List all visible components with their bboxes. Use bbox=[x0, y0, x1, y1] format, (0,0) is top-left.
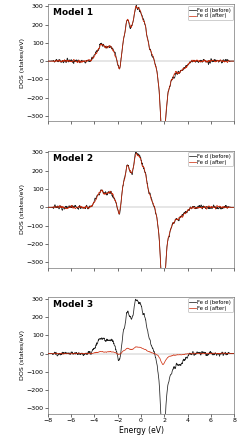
Fe d (after) bbox=[78, 58, 81, 64]
Fe d (after) bbox=[162, 294, 165, 299]
Fe d (after) bbox=[46, 205, 49, 210]
Fe d (after) bbox=[71, 351, 74, 356]
Fe d (before) bbox=[78, 351, 81, 356]
Fe d (before) bbox=[233, 205, 236, 210]
Fe d (before) bbox=[148, 190, 151, 196]
Fe d (after) bbox=[46, 351, 49, 356]
Fe d (after) bbox=[71, 59, 74, 64]
Fe d (before) bbox=[233, 351, 236, 356]
Fe d (before) bbox=[144, 319, 147, 324]
Fe d (after) bbox=[109, 189, 112, 194]
Fe d (after) bbox=[46, 58, 49, 64]
Fe d (before) bbox=[78, 60, 81, 65]
X-axis label: Energy (eV): Energy (eV) bbox=[119, 426, 163, 435]
Fe d (after) bbox=[135, 344, 138, 349]
Fe d (before) bbox=[162, 146, 165, 151]
Fe d (before) bbox=[144, 26, 147, 32]
Fe d (before) bbox=[127, 311, 130, 316]
Fe d (after) bbox=[233, 351, 236, 356]
Fe d (before) bbox=[71, 59, 74, 64]
Legend: Fe d (before), Fe d (after): Fe d (before), Fe d (after) bbox=[188, 6, 233, 20]
Text: Model 3: Model 3 bbox=[53, 300, 93, 309]
Fe d (after) bbox=[78, 204, 81, 210]
Fe d (before) bbox=[78, 204, 81, 209]
Fe d (before) bbox=[109, 337, 112, 343]
Fe d (before) bbox=[71, 204, 74, 209]
Fe d (before) bbox=[135, 3, 138, 8]
Fe d (before) bbox=[127, 19, 130, 24]
Fe d (before) bbox=[109, 189, 112, 194]
Fe d (before) bbox=[134, 150, 137, 155]
Fe d (after) bbox=[127, 19, 130, 24]
Fe d (before) bbox=[134, 296, 137, 302]
Legend: Fe d (before), Fe d (after): Fe d (before), Fe d (after) bbox=[188, 152, 233, 166]
Fe d (after) bbox=[109, 349, 112, 354]
Fe d (after) bbox=[148, 46, 151, 52]
Line: Fe d (before): Fe d (before) bbox=[48, 152, 234, 299]
Fe d (after) bbox=[233, 58, 236, 64]
Fe d (before) bbox=[109, 44, 112, 49]
Line: Fe d (before): Fe d (before) bbox=[48, 299, 234, 441]
Fe d (before) bbox=[46, 351, 49, 356]
Fe d (after) bbox=[135, 4, 138, 9]
Line: Fe d (after): Fe d (after) bbox=[48, 6, 234, 149]
Fe d (before) bbox=[162, 439, 165, 444]
Fe d (before) bbox=[148, 47, 151, 53]
Fe d (before) bbox=[148, 336, 151, 342]
Fe d (after) bbox=[233, 205, 236, 210]
Text: Model 1: Model 1 bbox=[53, 8, 93, 17]
Fe d (after) bbox=[135, 150, 138, 156]
Fe d (after) bbox=[144, 347, 147, 352]
Text: Model 2: Model 2 bbox=[53, 154, 93, 163]
Fe d (after) bbox=[148, 192, 151, 198]
Fe d (after) bbox=[144, 26, 147, 31]
Fe d (after) bbox=[127, 165, 130, 170]
Line: Fe d (after): Fe d (after) bbox=[48, 153, 234, 297]
Fe d (after) bbox=[127, 346, 130, 351]
Fe d (after) bbox=[109, 44, 112, 49]
Y-axis label: DOS (states/eV): DOS (states/eV) bbox=[20, 330, 25, 380]
Fe d (after) bbox=[148, 349, 151, 355]
Fe d (before) bbox=[233, 58, 236, 64]
Line: Fe d (after): Fe d (after) bbox=[48, 347, 234, 365]
Fe d (before) bbox=[127, 164, 130, 170]
Fe d (before) bbox=[71, 350, 74, 356]
Fe d (after) bbox=[78, 350, 81, 356]
Line: Fe d (before): Fe d (before) bbox=[48, 5, 234, 149]
Fe d (before) bbox=[144, 171, 147, 177]
Fe d (before) bbox=[46, 205, 49, 210]
Fe d (before) bbox=[162, 296, 165, 301]
Fe d (after) bbox=[144, 174, 147, 179]
Fe d (after) bbox=[162, 362, 164, 368]
Y-axis label: DOS (states/eV): DOS (states/eV) bbox=[20, 38, 25, 88]
Y-axis label: DOS (states/eV): DOS (states/eV) bbox=[20, 184, 25, 234]
Legend: Fe d (before), Fe d (after): Fe d (before), Fe d (after) bbox=[188, 299, 233, 312]
Fe d (before) bbox=[46, 58, 49, 64]
Fe d (after) bbox=[71, 205, 74, 210]
Fe d (after) bbox=[162, 146, 164, 152]
